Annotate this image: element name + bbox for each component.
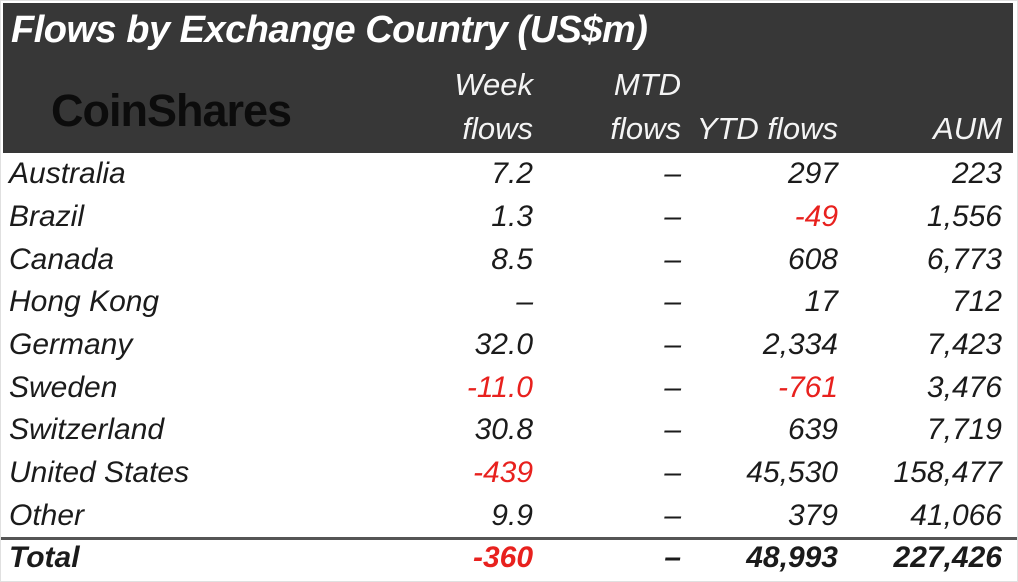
mtd-flows-cell: – <box>664 413 681 447</box>
week-flows-cell: 8.5 <box>491 242 533 276</box>
country-cell: Switzerland <box>9 413 165 447</box>
country-cell: Sweden <box>9 370 118 404</box>
table-row: Australia 7.2 – 297 223 <box>1 153 1017 196</box>
col-label-line: flows <box>610 111 681 146</box>
table-row: Switzerland 30.8 – 639 7,719 <box>1 409 1017 452</box>
country-cell: Other <box>9 498 85 532</box>
mtd-flows-cell: – <box>664 199 681 233</box>
ytd-flows-cell: 608 <box>787 242 838 276</box>
ytd-flows-cell: -761 <box>777 370 838 404</box>
ytd-flows-cell: 45,530 <box>746 455 838 489</box>
aum-cell: 223 <box>951 157 1002 191</box>
total-row: Total -360 – 48,993 227,426 <box>1 536 1017 577</box>
ytd-flows-cell: 297 <box>787 157 838 191</box>
aum-cell: 1,556 <box>926 199 1002 233</box>
week-flows-cell: 30.8 <box>474 413 533 447</box>
col-label-line: flows <box>462 111 533 146</box>
mtd-flows-cell: – <box>664 285 681 319</box>
country-cell: Hong Kong <box>9 285 160 319</box>
aum-cell: 3,476 <box>926 370 1002 404</box>
table-row: Canada 8.5 – 608 6,773 <box>1 238 1017 281</box>
week-flows-cell: 9.9 <box>491 498 533 532</box>
mtd-flows-cell: – <box>664 370 681 404</box>
ytd-flows-cell: 48,993 <box>746 541 838 575</box>
col-label-line: AUM <box>933 111 1002 146</box>
aum-cell: 7,719 <box>926 413 1002 447</box>
country-cell: Brazil <box>9 199 85 233</box>
col-country-spacer <box>1 63 351 151</box>
col-label-line: YTD flows <box>696 111 838 146</box>
country-cell: Total <box>9 541 80 575</box>
aum-cell: 6,773 <box>926 242 1002 276</box>
col-ytd-flows: YTD flows <box>681 63 838 151</box>
col-label-line: Week <box>454 67 533 102</box>
aum-cell: 158,477 <box>893 455 1002 489</box>
table-header: Flows by Exchange Country (US$m) CoinSha… <box>3 3 1013 153</box>
week-flows-cell: -439 <box>472 455 533 489</box>
ytd-flows-cell: 379 <box>787 498 838 532</box>
table-row: Other 9.9 – 379 41,066 <box>1 494 1017 537</box>
col-label-line: MTD <box>613 67 681 102</box>
table-title: Flows by Exchange Country (US$m) <box>11 9 648 51</box>
aum-cell: 712 <box>951 285 1002 319</box>
aum-cell: 41,066 <box>910 498 1002 532</box>
aum-cell: 7,423 <box>926 327 1002 361</box>
mtd-flows-cell: – <box>664 157 681 191</box>
mtd-flows-cell: – <box>664 455 681 489</box>
country-cell: Germany <box>9 327 133 361</box>
mtd-flows-cell: – <box>664 242 681 276</box>
country-cell: United States <box>9 455 190 489</box>
table-row: United States -439 – 45,530 158,477 <box>1 452 1017 495</box>
table-row: Brazil 1.3 – -49 1,556 <box>1 196 1017 239</box>
week-flows-cell: 1.3 <box>491 199 533 233</box>
table-row: Germany 32.0 – 2,334 7,423 <box>1 324 1017 367</box>
ytd-flows-cell: 2,334 <box>762 327 838 361</box>
coinshares-logo: CoinShares <box>51 85 292 136</box>
table-row: Sweden -11.0 – -761 3,476 <box>1 366 1017 409</box>
table-body: Australia 7.2 – 297 223 Brazil 1.3 – -49 1,556 Can… <box>1 153 1017 577</box>
week-flows-cell: -11.0 <box>466 370 533 404</box>
col-aum: AUM <box>838 63 1002 151</box>
week-flows-cell: – <box>516 285 533 319</box>
ytd-flows-cell: 639 <box>787 413 838 447</box>
col-label-line <box>681 63 838 107</box>
ytd-flows-cell: -49 <box>794 199 838 233</box>
column-headers: Week flows MTD flows YTD flows AUM <box>1 63 1017 151</box>
col-week-flows: Week flows <box>351 63 533 151</box>
mtd-flows-cell: – <box>664 327 681 361</box>
mtd-flows-cell: – <box>664 541 681 575</box>
col-label-line <box>838 63 1002 107</box>
aum-cell: 227,426 <box>893 541 1002 575</box>
mtd-flows-cell: – <box>664 498 681 532</box>
country-cell: Canada <box>9 242 115 276</box>
country-cell: Australia <box>9 157 126 191</box>
table-row: Hong Kong – – 17 712 <box>1 281 1017 324</box>
ytd-flows-cell: 17 <box>804 285 838 319</box>
week-flows-cell: -360 <box>472 541 533 575</box>
week-flows-cell: 32.0 <box>474 327 533 361</box>
week-flows-cell: 7.2 <box>491 157 533 191</box>
col-mtd-flows: MTD flows <box>533 63 681 151</box>
